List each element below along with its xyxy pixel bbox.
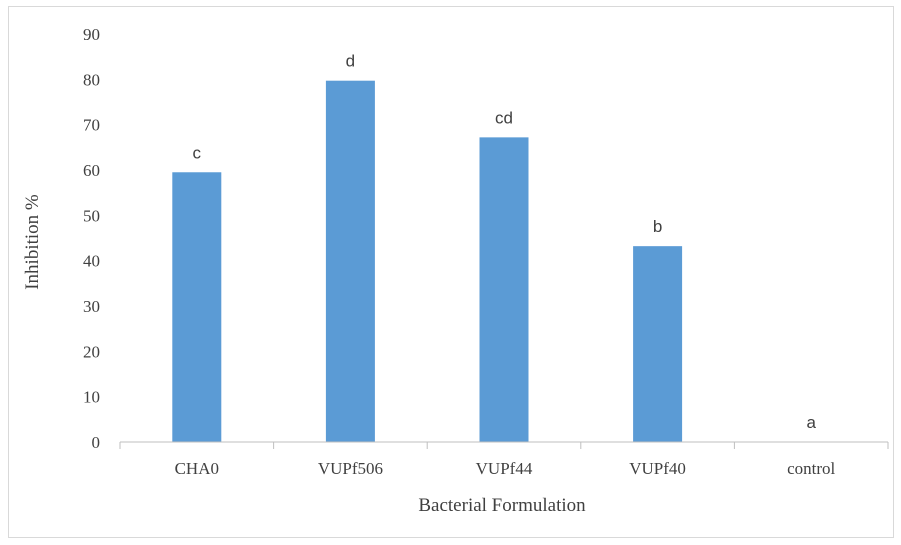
data-label: cd [495,108,513,127]
x-axis-category-labels: CHA0 VUPf506 VUPf44 VUPf40 control [175,459,836,478]
y-axis-ticks: 0 10 20 30 40 50 60 70 80 90 [83,25,100,452]
data-label: b [653,217,662,236]
y-tick-label: 10 [83,388,100,407]
x-category-label: VUPf506 [318,459,383,478]
y-tick-label: 90 [83,25,100,44]
x-category-label: VUPf40 [629,459,686,478]
y-tick-label: 80 [83,70,100,89]
y-tick-label: 50 [83,206,100,225]
bar [325,80,375,443]
bar [172,172,222,442]
y-tick-label: 20 [83,342,100,361]
x-category-label: control [787,459,835,478]
data-label: d [346,52,355,71]
data-label: a [806,413,816,432]
y-axis-title: Inhibition % [22,194,43,290]
y-tick-label: 70 [83,116,100,135]
x-axis-ticks [119,442,889,449]
y-tick-label: 30 [83,297,100,316]
y-tick-label: 60 [83,161,100,180]
x-axis-title: Bacterial Formulation [418,495,586,516]
y-tick-label: 40 [83,252,100,271]
x-category-label: VUPf44 [476,459,533,478]
x-category-label: CHA0 [175,459,219,478]
bars [172,80,683,443]
bar [479,137,529,443]
y-tick-label: 0 [92,433,101,452]
bar [633,246,683,442]
chart-frame [8,6,894,538]
data-label: c [193,143,202,162]
